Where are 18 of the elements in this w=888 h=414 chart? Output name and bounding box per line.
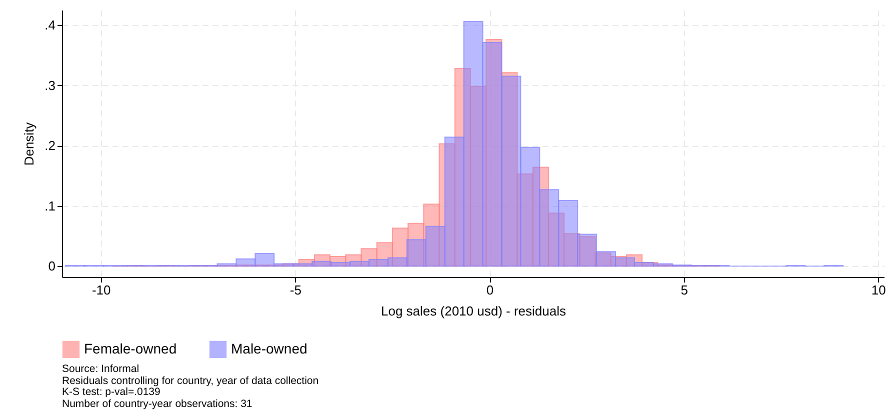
legend-label: Female-owned xyxy=(84,340,177,356)
y-tick-label: .3 xyxy=(44,78,56,93)
x-tick-label: -10 xyxy=(92,282,111,298)
text: Number of country-year observations: 31 xyxy=(62,398,254,410)
x-tick-label: 10 xyxy=(871,282,886,298)
x-tick-label: 0 xyxy=(486,282,494,298)
y-tick-label: 0 xyxy=(48,258,56,274)
x-axis-title: Log sales (2010 usd) - residuals xyxy=(381,304,566,318)
text: Residuals controlling for country, year of data collection xyxy=(62,374,319,386)
x-tick-label: 5 xyxy=(680,282,688,298)
x-tick-label: -5 xyxy=(290,282,302,298)
y-tick-label: .4 xyxy=(44,18,56,33)
y-axis-title: Density xyxy=(22,122,37,166)
y-tick-label: .2 xyxy=(44,138,56,154)
source-note: Source: Informal xyxy=(62,363,140,376)
y-tick-label: .1 xyxy=(44,198,56,214)
legend-label: Male-owned xyxy=(231,340,308,356)
text: K-S test: p-val=.0139 xyxy=(62,386,162,398)
